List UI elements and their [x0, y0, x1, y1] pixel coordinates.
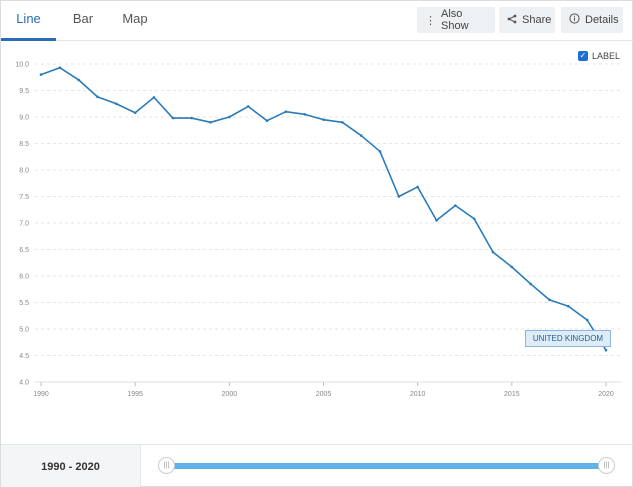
range-selector: 1990 - 2020 ||| |||	[1, 444, 633, 487]
data-point	[152, 96, 156, 99]
x-tick-label: 2015	[504, 391, 520, 398]
info-icon	[569, 13, 580, 27]
y-tick-label: 4.0	[19, 380, 29, 387]
data-point	[190, 116, 193, 120]
line-chart: 4.0 4.5 5.0 5.5 6.0 6.5 7.0 7.5 8.0 8.5 9.0 9.5 10.0…	[15, 62, 621, 398]
data-point	[133, 111, 137, 115]
data-point	[246, 105, 250, 108]
details-button[interactable]: Details	[561, 7, 623, 33]
y-tick-label: 8.0	[19, 168, 29, 175]
details-label: Details	[585, 14, 619, 26]
y-axis: 4.0 4.5 5.0 5.5 6.0 6.5 7.0 7.5 8.0 8.5 9.0 9.5 10.0	[15, 62, 29, 387]
data-point	[115, 102, 118, 106]
y-tick-label: 9.0	[19, 115, 29, 122]
data-point	[416, 185, 419, 189]
label-toggle[interactable]: ✓ LABEL	[578, 51, 620, 61]
vertical-dots-icon: ⋮	[425, 14, 436, 27]
data-point	[39, 73, 43, 76]
y-tick-label: 6.0	[19, 274, 29, 281]
x-tick-label: 1995	[127, 391, 143, 398]
chart-grid	[35, 63, 621, 383]
data-point	[378, 150, 382, 153]
data-point	[341, 121, 344, 124]
x-tick-label: 1990	[33, 391, 49, 398]
data-point	[491, 250, 495, 254]
data-point	[265, 119, 269, 123]
range-handle-end[interactable]: |||	[598, 457, 615, 474]
also-show-button[interactable]: ⋮ Also Show	[417, 7, 495, 33]
data-point	[359, 134, 363, 137]
y-tick-label: 4.5	[19, 353, 29, 360]
x-tick-label: 2000	[222, 391, 238, 398]
also-show-label: Also Show	[441, 8, 469, 32]
y-tick-label: 6.5	[19, 247, 29, 254]
data-point	[454, 204, 457, 207]
label-toggle-text: LABEL	[592, 51, 621, 61]
range-track[interactable]	[166, 463, 606, 469]
tab-bar[interactable]: Bar	[72, 11, 94, 26]
data-point	[58, 66, 62, 70]
data-point	[472, 217, 476, 221]
y-tick-label: 7.5	[19, 194, 29, 201]
range-handle-start[interactable]: |||	[158, 457, 175, 474]
checkbox-checked-icon[interactable]: ✓	[578, 51, 588, 61]
x-tick-label: 2010	[410, 391, 426, 398]
y-tick-label: 5.0	[19, 327, 29, 334]
data-point	[303, 113, 306, 116]
data-point	[397, 195, 401, 198]
tab-line[interactable]: Line	[1, 1, 56, 41]
data-point	[171, 116, 175, 120]
y-tick-label: 5.5	[19, 300, 29, 307]
y-tick-label: 7.0	[19, 221, 29, 228]
data-point	[322, 118, 325, 121]
share-label: Share	[522, 14, 552, 26]
data-point	[510, 265, 514, 269]
data-point	[96, 95, 99, 99]
data-point	[529, 282, 532, 286]
data-point	[209, 121, 212, 124]
top-toolbar: Line Bar Map ⋮ Also Show Share Details	[1, 1, 633, 41]
y-tick-label: 8.5	[19, 141, 29, 148]
x-tick-label: 2020	[598, 391, 614, 398]
x-axis: 1990 1995 2000 2005 2010 2015 2020	[33, 381, 621, 398]
data-point	[604, 348, 608, 352]
data-point	[567, 304, 570, 308]
data-point	[284, 110, 288, 113]
data-point	[435, 219, 438, 222]
y-tick-label: 10.0	[15, 62, 29, 69]
data-point	[228, 115, 231, 119]
series-line	[40, 66, 607, 351]
data-point	[77, 78, 80, 82]
share-button[interactable]: Share	[499, 7, 555, 33]
share-icon	[507, 14, 517, 27]
data-point	[585, 318, 589, 322]
tab-map[interactable]: Map	[122, 11, 148, 26]
chart-series	[39, 66, 608, 352]
y-tick-label: 9.5	[19, 88, 29, 95]
data-point	[548, 298, 551, 302]
series-label: UNITED KINGDOM	[525, 330, 611, 347]
x-tick-label: 2005	[316, 391, 332, 398]
range-label: 1990 - 2020	[1, 445, 141, 487]
